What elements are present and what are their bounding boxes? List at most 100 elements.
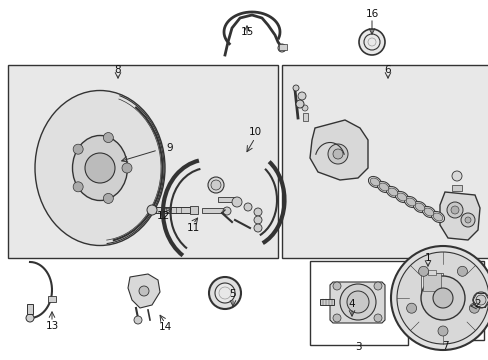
Ellipse shape (412, 202, 426, 212)
Circle shape (451, 171, 461, 181)
Text: 7: 7 (441, 341, 447, 351)
Ellipse shape (35, 90, 164, 246)
Circle shape (103, 132, 113, 143)
Ellipse shape (72, 135, 127, 201)
Circle shape (208, 277, 241, 309)
Polygon shape (439, 192, 479, 240)
Bar (309, 261, 407, 345)
Ellipse shape (386, 186, 399, 198)
Circle shape (103, 193, 113, 203)
Text: 8: 8 (115, 65, 121, 75)
Polygon shape (329, 282, 384, 323)
Polygon shape (128, 274, 160, 308)
Circle shape (472, 292, 488, 308)
Circle shape (468, 303, 478, 313)
Text: 6: 6 (384, 65, 390, 75)
Circle shape (73, 182, 83, 192)
Text: 10: 10 (248, 127, 261, 137)
Circle shape (390, 246, 488, 350)
Text: 11: 11 (186, 223, 199, 233)
Circle shape (418, 266, 427, 276)
Text: 15: 15 (240, 27, 253, 37)
Bar (417, 270, 445, 306)
Circle shape (223, 207, 230, 215)
Circle shape (460, 213, 474, 227)
Bar (27, 304, 33, 314)
Text: 9: 9 (166, 143, 173, 153)
Bar (279, 44, 286, 50)
Ellipse shape (422, 206, 435, 217)
Circle shape (231, 197, 242, 207)
Ellipse shape (387, 188, 397, 196)
Text: 5: 5 (229, 289, 236, 299)
Circle shape (450, 206, 458, 214)
Ellipse shape (424, 208, 433, 216)
Bar (412, 261, 483, 340)
Text: 2: 2 (474, 299, 480, 309)
Circle shape (215, 283, 235, 303)
Circle shape (363, 34, 379, 50)
Circle shape (406, 303, 416, 313)
Bar (8, 65, 278, 258)
Ellipse shape (367, 176, 381, 188)
Bar (282, 65, 488, 258)
Ellipse shape (414, 203, 424, 211)
Circle shape (292, 85, 298, 91)
Circle shape (295, 100, 304, 108)
Text: 1: 1 (424, 253, 430, 263)
Bar (303, 113, 307, 121)
Circle shape (302, 105, 307, 111)
Ellipse shape (432, 213, 442, 221)
Circle shape (396, 252, 488, 344)
Bar (319, 299, 333, 305)
Bar (48, 296, 56, 302)
Circle shape (332, 149, 342, 159)
Bar (218, 197, 236, 202)
Circle shape (253, 216, 262, 224)
Circle shape (26, 314, 34, 322)
Ellipse shape (430, 211, 444, 222)
Circle shape (346, 291, 368, 313)
Circle shape (210, 180, 221, 190)
Bar (427, 270, 435, 275)
Circle shape (85, 153, 115, 183)
Circle shape (244, 203, 251, 211)
Circle shape (332, 314, 340, 322)
Text: 16: 16 (365, 9, 378, 19)
Circle shape (73, 144, 83, 154)
Circle shape (332, 282, 340, 290)
Text: 12: 12 (156, 211, 169, 221)
Circle shape (122, 163, 132, 173)
Circle shape (147, 205, 157, 215)
Circle shape (437, 326, 447, 336)
Circle shape (373, 314, 381, 322)
Circle shape (207, 177, 224, 193)
Circle shape (464, 217, 470, 223)
Circle shape (253, 208, 262, 216)
Circle shape (446, 202, 462, 218)
Circle shape (139, 286, 149, 296)
Bar (202, 208, 226, 213)
Circle shape (456, 266, 467, 276)
Circle shape (278, 44, 285, 52)
Circle shape (358, 29, 384, 55)
Circle shape (339, 284, 375, 320)
Bar (422, 273, 440, 291)
Text: 14: 14 (158, 322, 171, 332)
Bar (451, 185, 461, 191)
Circle shape (253, 224, 262, 232)
Polygon shape (309, 120, 367, 180)
Text: 13: 13 (45, 321, 59, 331)
Ellipse shape (406, 198, 415, 206)
Circle shape (475, 295, 485, 305)
Bar (152, 207, 190, 213)
Text: 3: 3 (354, 342, 361, 352)
Bar (190, 206, 198, 214)
Ellipse shape (369, 178, 379, 186)
Ellipse shape (377, 181, 390, 193)
Bar (420, 273, 442, 298)
Circle shape (297, 92, 305, 100)
Ellipse shape (379, 183, 388, 191)
Circle shape (420, 276, 464, 320)
Circle shape (367, 38, 375, 46)
